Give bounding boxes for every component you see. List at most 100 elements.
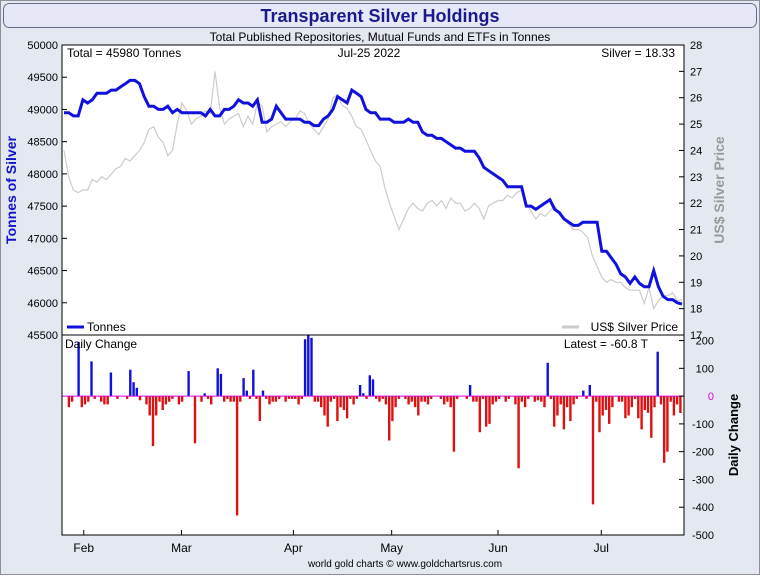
daily-change-bar xyxy=(316,396,320,402)
daily-change-bar xyxy=(313,396,316,402)
daily-change-bar xyxy=(352,396,355,405)
daily-change-bar xyxy=(423,396,426,402)
daily-change-bar xyxy=(491,396,494,405)
daily-change-bar xyxy=(565,396,569,408)
daily-change-bar xyxy=(70,396,74,402)
daily-change-bar xyxy=(177,396,181,405)
daily-change-bar xyxy=(362,393,365,397)
daily-change-bar xyxy=(650,396,653,438)
daily-change-bar xyxy=(355,396,358,399)
y2-tick-label: 26 xyxy=(690,93,702,105)
tonnes-line xyxy=(64,78,683,306)
daily-change-y-axis: 200 100 0 -100 -200 -300 -400 -500 xyxy=(679,336,714,542)
daily-change-bar xyxy=(297,396,300,405)
chart-subtitle: Total Published Repositories, Mutual Fun… xyxy=(210,30,551,44)
y-axis-title-silver: US$ Silver Price xyxy=(711,136,727,244)
daily-change-bar xyxy=(488,396,491,424)
daily-change-bar xyxy=(80,396,83,408)
y2-tick-label: 25 xyxy=(690,119,702,131)
daily-change-bar xyxy=(507,396,511,399)
daily-change-bar xyxy=(100,396,103,402)
y-tick-label: 49500 xyxy=(27,72,58,84)
daily-change-bar xyxy=(261,390,265,397)
daily-change-bar xyxy=(556,396,559,416)
daily-change-bar xyxy=(675,396,679,405)
daily-change-bar xyxy=(449,396,452,408)
daily-change-bar xyxy=(303,339,307,397)
x-tick-label: Feb xyxy=(73,541,94,555)
daily-change-bar xyxy=(478,396,481,433)
daily-change-bar xyxy=(543,396,546,408)
daily-change-bar xyxy=(138,396,142,401)
daily-change-bar xyxy=(455,396,459,399)
daily-change-bar xyxy=(87,396,90,402)
daily-change-bar xyxy=(575,396,578,399)
y-tick-label: 46000 xyxy=(27,298,58,310)
daily-change-bar xyxy=(588,385,591,397)
daily-change-bar xyxy=(585,396,588,399)
y2-tick-label: 20 xyxy=(690,251,702,263)
y-tick-label: 49000 xyxy=(27,104,58,116)
daily-change-bar xyxy=(268,396,271,405)
y-tick-label: 48500 xyxy=(27,137,58,149)
daily-change-bar xyxy=(640,396,643,430)
daily-change-bar xyxy=(465,396,468,399)
daily-change-bar xyxy=(407,396,410,405)
daily-change-bar xyxy=(601,396,604,416)
daily-change-bar xyxy=(591,396,595,505)
daily-change-bar xyxy=(672,396,676,416)
daily-change-bar xyxy=(620,396,624,402)
legend-tonnes-label: Tonnes xyxy=(87,320,126,334)
title-bar xyxy=(3,3,757,28)
daily-change-bar xyxy=(430,396,433,399)
y2-tick-label: 18 xyxy=(690,304,702,316)
daily-change-bar xyxy=(659,396,663,405)
daily-change-bar xyxy=(388,396,391,441)
daily-change-bar xyxy=(624,396,627,419)
daily-change-bar xyxy=(653,396,656,408)
daily-change-title: Daily Change xyxy=(65,337,137,351)
daily-change-bar xyxy=(320,396,323,408)
daily-change-bar xyxy=(323,396,326,416)
daily-change-bar xyxy=(164,396,168,405)
daily-change-bar xyxy=(397,396,401,399)
daily-change-bar xyxy=(498,396,501,399)
total-label: Total = 45980 Tonnes xyxy=(67,46,181,60)
daily-change-bar xyxy=(679,396,682,413)
daily-change-bar xyxy=(349,396,352,399)
daily-change-bar xyxy=(67,396,71,408)
daily-change-bar xyxy=(135,387,138,397)
daily-change-bar xyxy=(643,396,646,410)
daily-change-bar xyxy=(611,396,614,408)
daily-change-bar xyxy=(278,396,281,399)
daily-change-bar xyxy=(345,396,349,419)
daily-change-bar xyxy=(582,390,585,397)
daily-change-bar xyxy=(336,396,339,422)
daily-change-bar xyxy=(326,396,329,427)
daily-change-bar xyxy=(294,396,297,399)
daily-change-bar xyxy=(595,396,598,402)
daily-change-bar xyxy=(553,396,556,427)
y-axis-title-tonnes: Tonnes of Silver xyxy=(3,136,19,244)
daily-change-bar xyxy=(517,396,520,469)
daily-change-bar xyxy=(569,396,572,422)
daily-change-bar xyxy=(223,396,226,402)
y-tick-label: 48000 xyxy=(27,169,58,181)
daily-change-bar xyxy=(255,396,258,399)
daily-change-bar xyxy=(307,335,310,397)
daily-change-bar xyxy=(637,396,640,419)
y2-tick-label: 22 xyxy=(690,198,702,210)
daily-change-bar xyxy=(598,396,601,433)
daily-change-bars xyxy=(67,335,682,516)
daily-change-bar xyxy=(284,396,287,402)
daily-change-bar xyxy=(145,396,148,405)
daily-change-bar xyxy=(375,396,378,399)
daily-change-bar xyxy=(365,396,368,399)
y-tick-label: 45500 xyxy=(27,330,58,342)
daily-change-bar xyxy=(203,393,206,397)
daily-change-bar xyxy=(562,396,566,430)
daily-change-plot-border xyxy=(61,334,685,536)
daily-change-bar xyxy=(200,396,203,402)
daily-change-bar xyxy=(90,361,93,397)
daily-change-bar xyxy=(540,396,543,402)
